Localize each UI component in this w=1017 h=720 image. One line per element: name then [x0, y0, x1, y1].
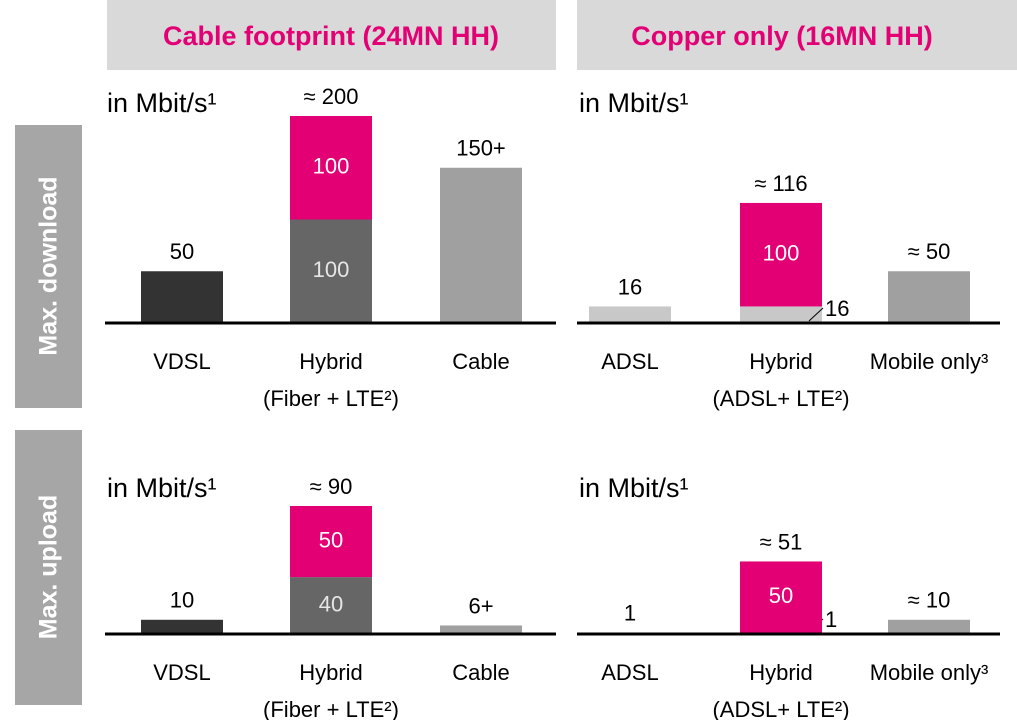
x-tick-note: (ADSL+ LTE²) — [712, 697, 849, 720]
bar-segment — [440, 167, 522, 323]
x-tick-label: ADSL — [601, 349, 658, 374]
total-label: 10 — [170, 588, 194, 613]
segment-label: 100 — [313, 257, 350, 282]
x-tick-label: VDSL — [153, 349, 210, 374]
total-label: ≈ 200 — [304, 84, 359, 109]
bar-segment — [740, 202, 822, 307]
bar-segment — [589, 306, 671, 323]
total-label: ≈ 50 — [908, 239, 951, 264]
x-tick-label: Hybrid — [299, 660, 363, 685]
row-header: Max. download — [35, 176, 63, 355]
bar-segment — [290, 577, 372, 634]
bar-segment — [141, 271, 223, 323]
row-header: Max. upload — [35, 495, 63, 639]
segment-label: 1 — [825, 607, 837, 632]
total-label: ≈ 51 — [760, 529, 803, 554]
bar-segment — [440, 625, 522, 634]
segment-label: 50 — [319, 527, 343, 552]
total-label: ≈ 116 — [754, 171, 807, 196]
column-header: Cable footprint (24MN HH) — [163, 21, 499, 51]
segment-label: 100 — [763, 241, 800, 266]
bar-segment — [888, 619, 970, 634]
unit-label: in Mbit/s¹ — [579, 88, 689, 118]
row-header-bg — [15, 125, 82, 408]
column-header-bg — [577, 0, 1017, 70]
x-tick-label: Cable — [452, 349, 509, 374]
total-label: 6+ — [468, 593, 493, 618]
x-tick-note: (Fiber + LTE²) — [263, 697, 399, 720]
x-tick-label: VDSL — [153, 660, 210, 685]
x-tick-label: Hybrid — [299, 349, 363, 374]
x-tick-label: Hybrid — [749, 349, 813, 374]
segment-label: 100 — [313, 154, 350, 179]
total-label: 16 — [618, 274, 642, 299]
x-tick-label: Mobile only³ — [870, 349, 989, 374]
total-label: 1 — [624, 600, 636, 625]
x-tick-label: ADSL — [601, 660, 658, 685]
bar-segment — [888, 271, 970, 323]
leader-line — [808, 307, 824, 322]
x-tick-label: Cable — [452, 660, 509, 685]
segment-label: 16 — [825, 296, 849, 321]
bar-segment — [740, 561, 822, 633]
unit-label: in Mbit/s¹ — [107, 88, 217, 118]
x-tick-note: (ADSL+ LTE²) — [712, 386, 849, 411]
x-tick-label: Mobile only³ — [870, 660, 989, 685]
unit-label: in Mbit/s¹ — [579, 473, 689, 503]
bar-segment — [290, 219, 372, 323]
bar-segment — [290, 506, 372, 578]
row-header-bg — [15, 430, 82, 705]
unit-label: in Mbit/s¹ — [107, 473, 217, 503]
segment-label: 50 — [769, 583, 793, 608]
bar-segment — [141, 619, 223, 634]
bar-segment — [290, 116, 372, 220]
x-tick-label: Hybrid — [749, 660, 813, 685]
bar-segment — [740, 306, 822, 323]
total-label: ≈ 10 — [908, 588, 951, 613]
column-header-bg — [107, 0, 556, 70]
total-label: 150+ — [456, 136, 506, 161]
column-header: Copper only (16MN HH) — [631, 21, 933, 51]
x-tick-note: (Fiber + LTE²) — [263, 386, 399, 411]
total-label: 50 — [170, 239, 194, 264]
total-label: ≈ 90 — [310, 474, 353, 499]
segment-label: 40 — [319, 591, 343, 616]
